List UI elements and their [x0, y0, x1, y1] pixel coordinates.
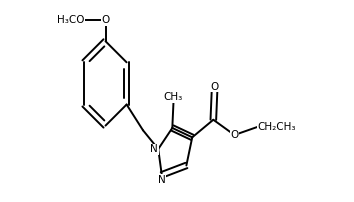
- Text: N: N: [158, 175, 166, 185]
- Text: O: O: [101, 15, 110, 25]
- Text: O: O: [230, 130, 239, 140]
- Text: CH₃: CH₃: [164, 92, 183, 102]
- Text: N: N: [150, 144, 158, 154]
- Text: CH₂CH₃: CH₂CH₃: [258, 122, 296, 132]
- Text: H₃CO: H₃CO: [57, 15, 84, 25]
- Text: O: O: [210, 82, 219, 92]
